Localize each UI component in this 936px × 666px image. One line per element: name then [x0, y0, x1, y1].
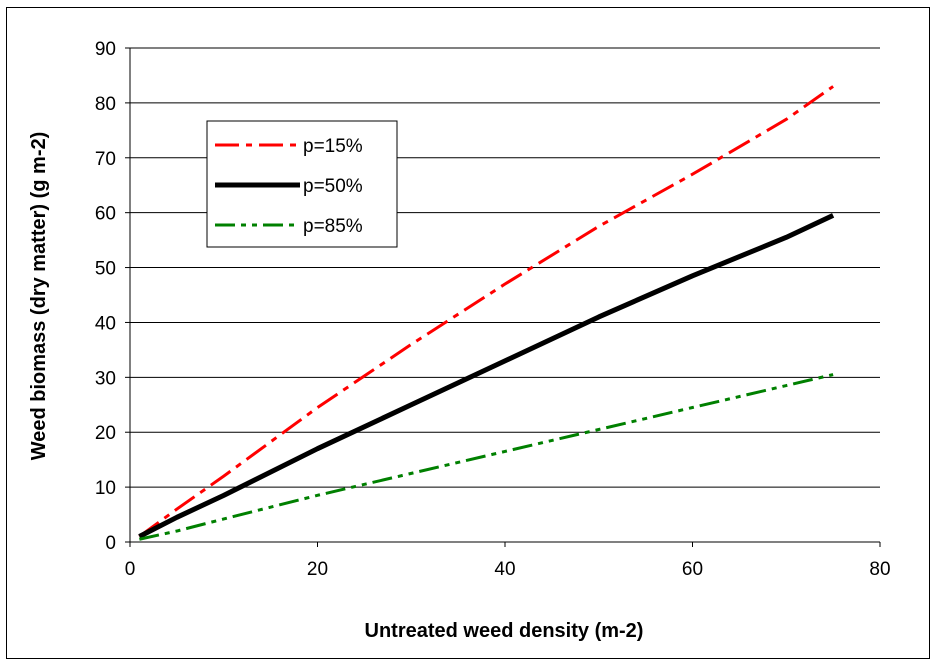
series-line-3: [139, 373, 834, 541]
y-tick-label: 0: [105, 533, 116, 554]
legend: p=15% p=50% p=85%: [206, 120, 398, 248]
y-tick-label: 90: [95, 39, 116, 60]
x-tick-label: 20: [307, 559, 328, 580]
x-axis-ticks: 0 20 40 60 80: [125, 542, 891, 580]
y-tick-label: 30: [95, 368, 116, 389]
y-tick-label: 20: [95, 423, 116, 444]
series-line-2: [138, 213, 835, 539]
y-tick-label: 10: [95, 478, 116, 499]
y-tick-label: 50: [95, 259, 116, 280]
legend-label-3: p=85%: [303, 216, 363, 237]
gridlines: [130, 47, 880, 488]
y-tick-label: 80: [95, 94, 116, 115]
chart-frame: [6, 7, 930, 659]
series-line-1: [138, 85, 834, 538]
legend-label-2: p=50%: [303, 176, 363, 197]
y-tick-label: 70: [95, 149, 116, 170]
x-tick-label: 80: [869, 559, 890, 580]
x-axis-title: Untreated weed density (m-2): [365, 620, 644, 642]
y-tick-label: 60: [95, 204, 116, 225]
x-tick-label: 0: [125, 559, 136, 580]
x-tick-label: 40: [494, 559, 515, 580]
y-tick-label: 40: [95, 313, 116, 334]
series-layer: [138, 85, 835, 541]
legend-label-1: p=15%: [303, 136, 363, 157]
y-axis-title: Weed biomass (dry matter) (g m-2): [28, 132, 50, 461]
y-axis-ticks: 0 10 20 30 40 50 60 70 80 90: [95, 39, 130, 554]
x-tick-label: 60: [682, 559, 703, 580]
